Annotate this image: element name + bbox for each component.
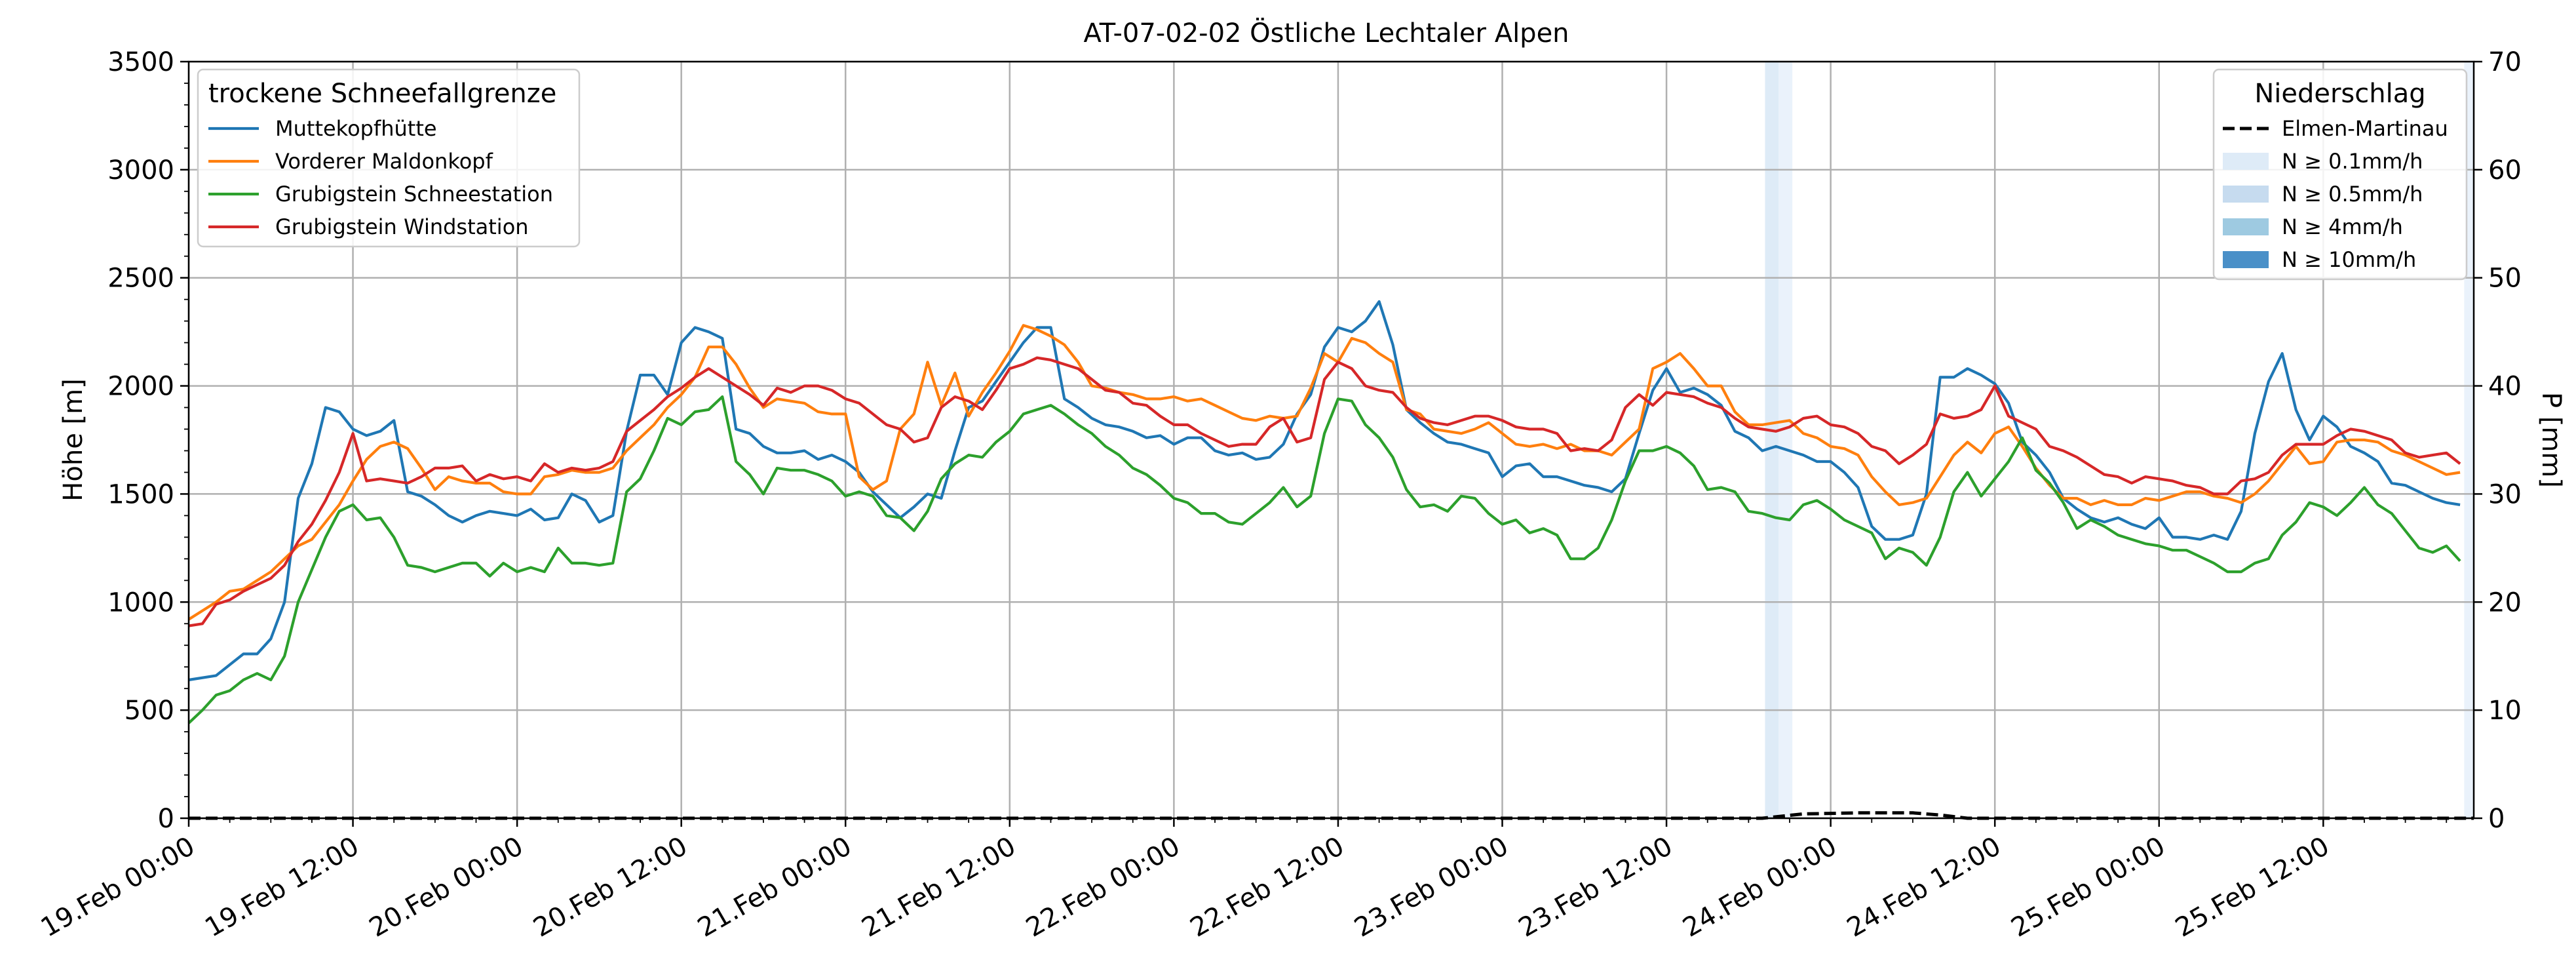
series-lines xyxy=(187,300,2461,724)
y2-tick-label: 50 xyxy=(2488,264,2522,294)
x-tick-label: 24.Feb 00:00 xyxy=(1678,831,1841,943)
x-tick-label: 21.Feb 00:00 xyxy=(693,831,856,943)
x-tick-label: 19.Feb 12:00 xyxy=(200,831,364,943)
precip-legend-label: N ≥ 4mm/h xyxy=(2282,214,2403,239)
series-line-3 xyxy=(188,356,2461,627)
legend-title: trockene Schneefallgrenze xyxy=(208,79,556,109)
x-tick-label: 24.Feb 12:00 xyxy=(1842,831,2006,943)
precip-legend-label: N ≥ 0.1mm/h xyxy=(2282,149,2423,174)
x-tick-label: 23.Feb 12:00 xyxy=(1514,831,1678,943)
series-line-2 xyxy=(187,395,2461,724)
x-tick-label: 25.Feb 12:00 xyxy=(2170,831,2334,943)
x-tick-label: 21.Feb 12:00 xyxy=(857,831,1021,943)
y2-tick-label: 20 xyxy=(2488,587,2522,618)
precip-band xyxy=(1778,62,1793,818)
y-tick-label: 2500 xyxy=(107,264,174,294)
precip-legend-swatch xyxy=(2223,218,2269,235)
precip-legend-label: N ≥ 10mm/h xyxy=(2282,247,2416,272)
y2-tick-label: 10 xyxy=(2488,696,2522,726)
legend-snowline: trockene Schneefallgrenze Muttekopfhütte V… xyxy=(197,68,581,248)
series-line-1 xyxy=(187,324,2461,621)
precip-legend-box xyxy=(2212,68,2468,281)
legend-box xyxy=(197,68,581,248)
y-tick-label: 1500 xyxy=(107,479,174,509)
legend-precipitation: Niederschlag Elmen-Martinau N ≥ 0.1mm/h N ≥… xyxy=(2212,68,2468,281)
plot-frame xyxy=(187,60,2475,820)
precip-legend-swatch xyxy=(2223,251,2269,268)
x-tick-label: 20.Feb 00:00 xyxy=(364,831,528,943)
y-tick-label: 1000 xyxy=(107,587,174,618)
precip-legend-label: Elmen-Martinau xyxy=(2282,116,2448,141)
y2-tick-label: 60 xyxy=(2488,155,2522,186)
legend-label: Muttekopfhütte xyxy=(275,116,437,141)
y-tick-label: 3500 xyxy=(107,47,174,77)
precip-legend-title: Niederschlag xyxy=(2254,79,2425,109)
precip-legend-swatch xyxy=(2223,153,2269,170)
x-tick-label: 19.Feb 00:00 xyxy=(36,831,200,943)
x-tick-label: 22.Feb 12:00 xyxy=(1185,831,1349,943)
y-tick-label: 2000 xyxy=(107,372,174,402)
precip-legend-label: N ≥ 0.5mm/h xyxy=(2282,182,2423,207)
precip-band xyxy=(1765,62,1779,818)
y2-tick-label: 0 xyxy=(2488,804,2505,834)
y2-tick-label: 70 xyxy=(2488,47,2522,77)
y2-axis-label: P [mm] xyxy=(2536,392,2566,488)
chart-title: AT-07-02-02 Östliche Lechtaler Alpen xyxy=(1083,17,1569,49)
y-tick-label: 3000 xyxy=(107,155,174,186)
legend-label: Grubigstein Windstation xyxy=(275,214,529,239)
legend-label: Grubigstein Schneestation xyxy=(275,182,553,207)
y2-tick-label: 30 xyxy=(2488,479,2522,509)
x-tick-label: 23.Feb 00:00 xyxy=(1349,831,1513,943)
x-tick-label: 25.Feb 00:00 xyxy=(2006,831,2170,943)
y-axis-label: Höhe [m] xyxy=(58,378,88,501)
x-tick-label: 22.Feb 00:00 xyxy=(1021,831,1185,943)
precip-legend-swatch xyxy=(2223,186,2269,203)
y2-tick-label: 40 xyxy=(2488,372,2522,402)
y-tick-label: 500 xyxy=(125,696,174,726)
legend-label: Vorderer Maldonkopf xyxy=(275,149,493,174)
precip-bands xyxy=(1765,62,2474,818)
series-line-0 xyxy=(188,300,2461,682)
x-tick-label: 20.Feb 12:00 xyxy=(528,831,692,943)
y-tick-label: 0 xyxy=(158,804,174,834)
